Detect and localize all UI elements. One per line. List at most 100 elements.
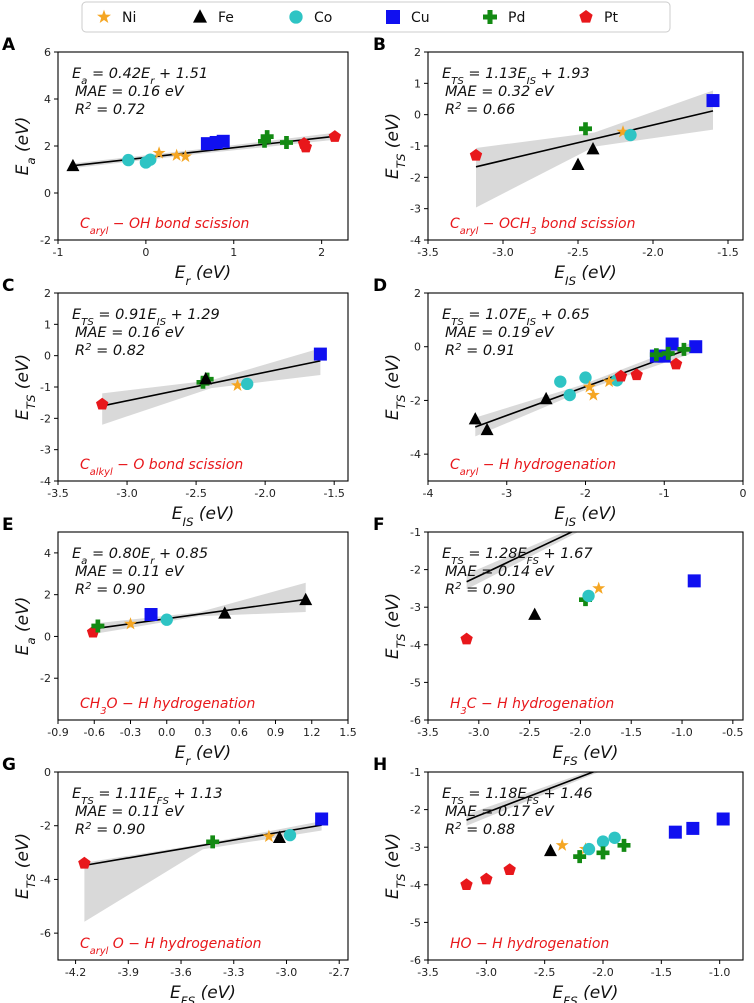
x-tick-label: -1.0 <box>671 726 692 739</box>
fit-equation-line: R2 = 0.90 <box>75 581 145 599</box>
data-point-co <box>160 613 173 626</box>
legend-frame <box>81 1 671 33</box>
data-point-cu <box>689 340 703 354</box>
data-point-ni <box>602 374 616 388</box>
data-point-co <box>582 842 596 856</box>
legend-marker-fe <box>193 9 207 23</box>
legend-label-pd: Pd <box>508 10 525 26</box>
x-tick-label: -3.5 <box>417 966 438 979</box>
confidence-band <box>84 821 322 922</box>
x-tick-label: -2.0 <box>254 487 275 500</box>
y-tick-label: -5 <box>410 916 421 929</box>
x-tick-label: -0.6 <box>84 726 105 739</box>
fit-equation-line: R2 = 0.72 <box>75 101 145 119</box>
data-point-co <box>596 835 610 848</box>
data-point-pd <box>579 122 592 136</box>
x-tick-label: -0.9 <box>47 726 68 739</box>
data-point-pd <box>573 850 587 864</box>
fit-equation-line: Ea = 0.80Er + 0.85 <box>72 546 208 567</box>
x-tick-label: -1.0 <box>709 966 730 979</box>
data-point-ni <box>586 388 600 401</box>
y-tick-label: 0 <box>44 766 51 779</box>
x-tick-label: -1.5 <box>323 487 344 500</box>
data-point-pd <box>260 130 274 144</box>
confidence-band <box>102 348 321 425</box>
x-tick-label: -3.5 <box>417 246 438 259</box>
x-tick-label: -3.3 <box>223 966 244 979</box>
plot-frame <box>427 531 744 721</box>
y-tick-label: 0 <box>44 630 51 643</box>
data-point-ni <box>124 617 137 630</box>
y-tick-label: -3 <box>40 444 51 457</box>
x-axis-label: EIS (eV) <box>554 263 617 288</box>
data-point-co <box>283 828 297 842</box>
x-tick-label: -2.5 <box>185 487 206 500</box>
data-point-ni <box>170 148 184 161</box>
data-point-pt <box>503 863 516 876</box>
panel-e: -0.9 -0.6 -0.3 0.0 0.3 0.6 0.9 1.2 1.5 -2 0 2 4 Er (e… <box>2 515 357 768</box>
y-tick-label: -2 <box>410 394 421 407</box>
x-tick-label: -1.5 <box>620 726 641 739</box>
data-point-ni <box>262 829 276 842</box>
data-point-cu <box>216 134 230 148</box>
reaction-label: Caryl − OCH3 bond scission <box>450 216 635 237</box>
fit-equation-line: R2 = 0.91 <box>445 342 515 360</box>
data-point-co <box>554 375 567 388</box>
data-point-ni <box>582 380 596 393</box>
data-point-pt <box>96 397 109 410</box>
x-axis-label: EFS (eV) <box>170 983 236 1003</box>
y-tick-label: 2 <box>44 589 51 602</box>
data-point-fe <box>528 607 542 620</box>
y-tick-label: -3 <box>410 601 421 614</box>
x-axis-label: Er (eV) <box>175 743 231 768</box>
x-tick-label: -1.5 <box>717 246 738 259</box>
x-tick-label: -3.0 <box>276 966 297 979</box>
data-point-cu <box>716 812 730 826</box>
fit-equation-line: R2 = 0.90 <box>445 581 515 599</box>
confidence-band <box>466 532 579 590</box>
data-point-pt <box>78 856 91 869</box>
fit-equation-line: Ea = 0.42Er + 1.51 <box>72 66 208 87</box>
y-tick-label: 1 <box>44 318 51 331</box>
x-axis-label: EFS (eV) <box>553 743 619 768</box>
panel-h: -3.5 -3.0 -2.5 -2.0 -1.5 -1.0 -6 -5 -4 -3 -2 -1 EFS … <box>373 755 744 1003</box>
fit-equation-line: ETS = 1.18EFS + 1.46 <box>442 786 593 807</box>
x-tick-label: -3 <box>501 487 512 500</box>
y-axis-label: Ea (eV) <box>13 117 38 176</box>
y-tick-label: -3 <box>410 841 421 854</box>
y-tick-label: 6 <box>44 46 51 59</box>
data-point-cu <box>144 608 158 622</box>
legend-label-cu: Cu <box>411 10 430 26</box>
reaction-label: Caryl − OH bond scission <box>80 216 249 237</box>
y-tick-label: -1 <box>410 766 421 779</box>
data-point-co <box>624 128 637 142</box>
y-tick-label: -5 <box>410 676 421 689</box>
fit-equation-line: ETS = 1.13EIS + 1.93 <box>442 66 590 87</box>
y-tick-label: -2 <box>410 171 421 184</box>
fit-line <box>84 824 322 867</box>
x-tick-label: -4 <box>423 487 434 500</box>
fit-line <box>91 598 306 630</box>
data-point-pd <box>279 135 293 149</box>
x-tick-label: -2.5 <box>567 246 588 259</box>
legend-marker-co <box>289 10 303 24</box>
x-tick-label: -1.5 <box>651 966 672 979</box>
data-point-ni <box>178 149 192 163</box>
panel-label: G <box>2 755 16 775</box>
x-tick-label: 0.0 <box>158 726 176 739</box>
panel-label: B <box>373 35 386 55</box>
y-tick-label: 4 <box>44 547 51 560</box>
x-tick-label: -3.9 <box>118 966 139 979</box>
plot-frame <box>57 771 349 961</box>
legend-marker-pd <box>483 10 498 24</box>
panel-label: D <box>373 276 387 296</box>
y-axis-label: Ea (eV) <box>13 597 38 656</box>
fit-equation-line: ETS = 1.07EIS + 0.65 <box>442 307 590 328</box>
x-axis-label: EFS (eV) <box>553 983 619 1003</box>
x-tick-label: 1.5 <box>339 726 357 739</box>
data-point-co <box>582 589 595 603</box>
panel-label: E <box>2 515 14 535</box>
fit-equation-line: ETS = 1.28EFS + 1.67 <box>442 546 593 567</box>
y-tick-label: -2 <box>410 564 421 577</box>
